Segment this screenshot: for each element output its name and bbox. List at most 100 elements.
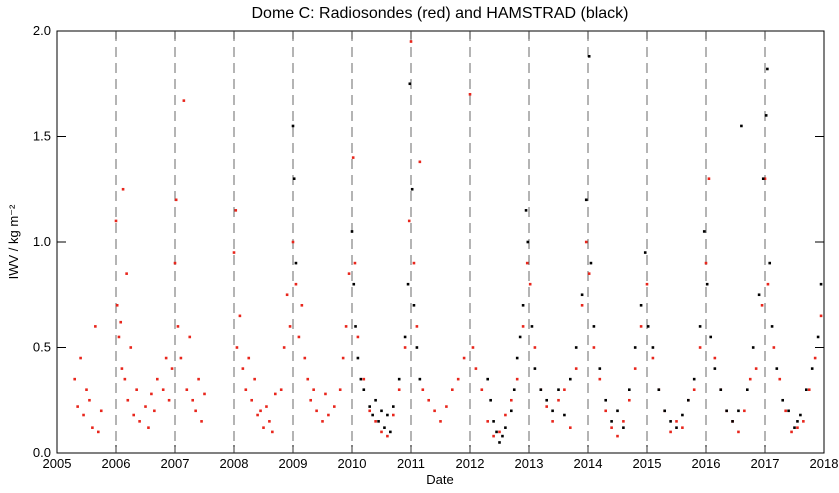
data-point: [185, 388, 189, 391]
data-point: [713, 356, 717, 360]
data-point: [563, 413, 566, 417]
data-point: [574, 346, 578, 349]
data-point: [740, 124, 743, 128]
data-point: [643, 251, 647, 254]
data-point: [813, 356, 817, 360]
data-point: [132, 413, 135, 417]
data-point: [354, 325, 357, 328]
data-point: [362, 377, 366, 381]
data-point: [622, 420, 625, 423]
data-point: [770, 325, 774, 328]
data-point: [651, 346, 655, 349]
data-point: [238, 314, 242, 318]
data-point: [79, 356, 82, 360]
data-point: [816, 335, 820, 339]
data-point: [807, 388, 811, 391]
data-point: [692, 388, 696, 391]
data-point: [338, 388, 342, 391]
data-point: [200, 420, 203, 423]
data-point: [486, 377, 489, 381]
data-point: [768, 261, 772, 265]
data-point: [144, 405, 147, 408]
data-point: [380, 430, 383, 434]
data-point: [397, 388, 401, 391]
data-point: [352, 282, 356, 286]
data-point: [306, 377, 310, 381]
data-point: [504, 426, 507, 429]
data-point: [702, 230, 706, 233]
x-tick-label: 2012: [456, 456, 485, 471]
data-point: [471, 346, 475, 349]
data-point: [125, 272, 128, 275]
data-point: [427, 398, 430, 402]
data-point: [645, 282, 649, 286]
data-point: [610, 426, 613, 429]
data-point: [754, 367, 758, 370]
data-point: [743, 409, 746, 413]
data-point: [403, 335, 407, 339]
data-point: [244, 388, 248, 391]
data-point: [810, 367, 814, 370]
data-point: [504, 413, 507, 417]
data-point: [191, 398, 194, 402]
data-point: [418, 377, 422, 381]
data-point: [528, 282, 532, 286]
data-point: [628, 398, 631, 402]
data-point: [356, 335, 360, 339]
data-point: [604, 409, 607, 413]
data-point: [324, 392, 327, 396]
data-point: [692, 377, 696, 381]
data-point: [569, 426, 572, 429]
data-point: [403, 346, 407, 349]
data-point: [135, 388, 138, 391]
y-tick-label: 2.0: [33, 23, 51, 38]
data-point: [784, 409, 787, 413]
data-point: [787, 409, 790, 413]
data-point: [510, 409, 513, 413]
x-tick-label: 2017: [751, 456, 780, 471]
data-point: [315, 409, 318, 413]
data-point: [760, 304, 764, 307]
data-point: [265, 405, 268, 408]
data-point: [545, 405, 548, 408]
data-point: [468, 93, 472, 96]
data-point: [94, 325, 97, 328]
data-point: [657, 388, 661, 391]
data-point: [598, 367, 602, 370]
data-point: [489, 398, 492, 402]
x-axis-label: Date: [426, 472, 453, 487]
data-point: [412, 304, 416, 307]
data-point: [285, 293, 289, 297]
data-point: [766, 67, 769, 71]
data-point: [91, 426, 94, 429]
data-point: [681, 413, 684, 417]
data-point: [350, 230, 354, 233]
data-point: [746, 388, 749, 391]
data-point: [406, 282, 410, 286]
data-point: [492, 434, 495, 438]
data-point: [380, 409, 383, 413]
data-point: [495, 430, 498, 434]
x-tick-label: 2005: [43, 456, 72, 471]
data-point: [344, 325, 348, 328]
data-point: [604, 398, 607, 402]
data-point: [545, 398, 548, 402]
data-point: [737, 430, 740, 434]
data-point: [681, 426, 684, 429]
y-tick-label: 1.0: [33, 234, 51, 249]
data-point: [433, 409, 436, 413]
data-point: [279, 388, 283, 391]
data-point: [188, 335, 192, 339]
data-point: [580, 293, 584, 297]
data-point: [341, 356, 345, 360]
data-point: [271, 430, 274, 434]
data-point: [121, 187, 125, 191]
data-point: [410, 187, 414, 191]
data-point: [412, 261, 416, 265]
data-point: [268, 420, 271, 423]
data-point: [383, 426, 386, 429]
data-point: [598, 377, 602, 381]
data-point: [796, 426, 799, 429]
data-point: [557, 398, 560, 402]
